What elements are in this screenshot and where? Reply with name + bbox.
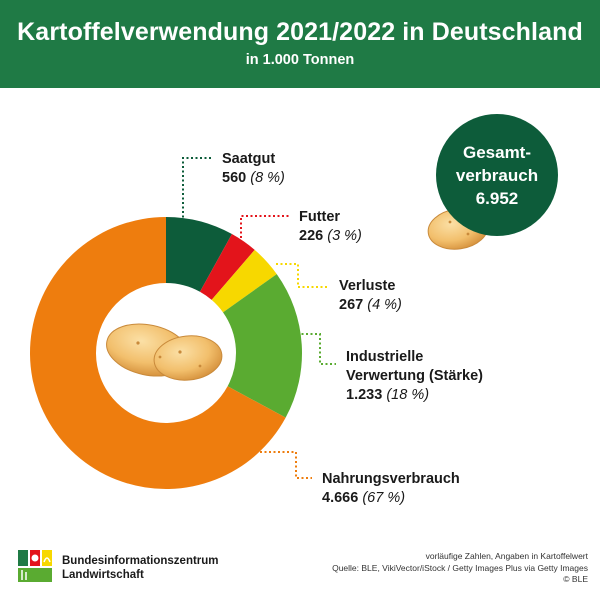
slice-name: Futter	[299, 209, 341, 225]
donut-slice-nahrungsverbrauch	[29, 217, 286, 490]
footer-line1: vorläufige Zahlen, Angaben in Kartoffelw…	[425, 551, 588, 561]
footer-line2: Quelle: BLE, VikiVector/iStock / Getty I…	[332, 562, 588, 573]
leader-line-saatgut	[182, 157, 212, 222]
source-note: vorläufige Zahlen, Angaben in Kartoffelw…	[332, 551, 588, 586]
slice-name: Verluste	[339, 278, 396, 294]
label-verluste: Verluste 267 (4 %)	[339, 277, 402, 315]
slice-name-line1: Industrielle	[346, 349, 424, 365]
leader-line-futter	[240, 215, 289, 238]
logo-text: Bundesinformationszentrum Landwirtschaft	[62, 554, 219, 582]
slice-value: 226	[299, 228, 324, 244]
page-subtitle: in 1.000 Tonnen	[245, 52, 355, 68]
label-nahrungsverbrauch: Nahrungsverbrauch 4.666 (67 %)	[322, 470, 460, 508]
slice-percent: (3 %)	[327, 228, 362, 244]
slice-name: Saatgut	[222, 151, 276, 167]
donut-slice-verluste	[211, 249, 277, 313]
slice-percent: (18 %)	[386, 387, 430, 403]
potato-pair-icon	[106, 323, 223, 381]
slice-percent: (4 %)	[367, 297, 402, 313]
footer-line3: © BLE	[563, 574, 588, 584]
slice-value: 1.233	[346, 387, 383, 403]
slice-value: 267	[339, 297, 364, 313]
total-label-line2: verbrauch	[455, 165, 539, 185]
leader-line-verluste	[276, 263, 329, 288]
total-label-line1: Gesamt-	[462, 142, 532, 162]
page-title: Kartoffelverwendung 2021/2022 in Deutsch…	[17, 18, 583, 46]
donut-slice-industrielle-verwertung-st-rke	[223, 274, 302, 418]
leader-line-nahrungsverbrauch	[260, 451, 312, 479]
slice-value: 4.666	[322, 490, 359, 506]
total-value: 6.952	[475, 188, 519, 208]
donut-slice-saatgut	[166, 217, 232, 292]
label-futter: Futter 226 (3 %)	[299, 208, 362, 246]
header-banner: Kartoffelverwendung 2021/2022 in Deutsch…	[0, 0, 600, 88]
ble-logo-icon	[18, 550, 52, 582]
slice-value: 560	[222, 170, 247, 186]
leader-line-industrielle-verwertung-st-rke	[288, 333, 336, 365]
slice-percent: (8 %)	[250, 170, 285, 186]
label-industrielle-verwertung: Industrielle Verwertung (Stärke) 1.233 (…	[346, 348, 483, 405]
slice-name: Nahrungsverbrauch	[322, 471, 460, 487]
total-consumption-badge: Gesamt- verbrauch 6.952	[436, 114, 558, 236]
slice-name-line2: Verwertung (Stärke)	[346, 368, 483, 384]
logo-line2: Landwirtschaft	[62, 569, 144, 581]
label-saatgut: Saatgut 560 (8 %)	[222, 150, 285, 188]
slice-percent: (67 %)	[362, 490, 406, 506]
donut-slice-futter	[199, 234, 255, 300]
logo-line1: Bundesinformationszentrum	[62, 555, 219, 567]
